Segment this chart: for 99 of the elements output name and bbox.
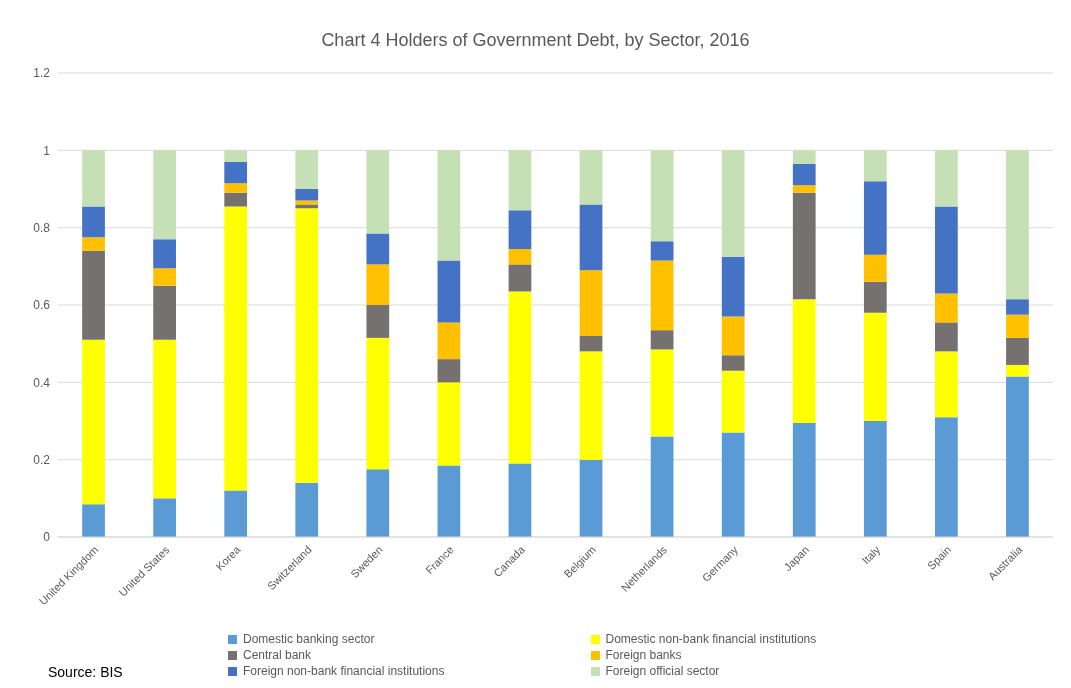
bar bbox=[792, 192, 816, 300]
bar bbox=[224, 490, 248, 537]
bar bbox=[1006, 376, 1029, 537]
legend-label: Foreign non-bank financial institutions bbox=[243, 664, 445, 678]
bar bbox=[863, 281, 887, 313]
bar bbox=[437, 150, 461, 261]
bar bbox=[153, 268, 176, 286]
bar bbox=[82, 237, 105, 251]
bar bbox=[721, 256, 745, 317]
chart-title: Chart 4 Holders of Government Debt, by Sector, 2016 bbox=[320, 30, 751, 51]
bar bbox=[792, 422, 816, 537]
bar bbox=[721, 432, 745, 537]
bar bbox=[650, 330, 674, 350]
bar bbox=[224, 183, 248, 193]
bar bbox=[295, 204, 319, 209]
bar bbox=[1006, 314, 1029, 338]
bar bbox=[935, 206, 958, 294]
y-tick-label: 0.4 bbox=[33, 375, 51, 390]
legend-label: Central bank bbox=[243, 648, 312, 662]
bar bbox=[863, 181, 887, 255]
bar bbox=[721, 355, 745, 371]
bar bbox=[82, 206, 105, 238]
y-tick-label: 1.2 bbox=[33, 66, 51, 81]
bar bbox=[82, 339, 105, 505]
bar bbox=[295, 150, 319, 189]
y-tick-label: 0.8 bbox=[33, 220, 51, 235]
bar bbox=[366, 150, 390, 234]
legend-label: Domestic banking sector bbox=[243, 632, 375, 646]
y-tick-label: 0.6 bbox=[33, 298, 51, 313]
bar bbox=[508, 291, 532, 464]
bar bbox=[579, 270, 603, 336]
bar bbox=[579, 351, 603, 460]
bar bbox=[508, 150, 532, 211]
bar bbox=[792, 299, 816, 423]
bar bbox=[935, 351, 958, 418]
bar bbox=[863, 254, 887, 282]
bar bbox=[153, 498, 176, 537]
bar bbox=[650, 260, 674, 331]
legend-label: Foreign official sector bbox=[605, 664, 720, 678]
bar bbox=[721, 316, 745, 356]
bar bbox=[579, 459, 603, 537]
bar bbox=[437, 359, 461, 383]
bar bbox=[579, 150, 603, 205]
bar bbox=[508, 248, 532, 265]
bar bbox=[366, 469, 390, 537]
bar bbox=[1006, 299, 1029, 315]
bar bbox=[437, 382, 461, 466]
bar bbox=[1006, 337, 1029, 365]
bar bbox=[295, 189, 319, 201]
x-tick-label: Italy bbox=[859, 543, 883, 567]
y-tick-label: 1 bbox=[43, 143, 51, 158]
bar bbox=[792, 185, 816, 193]
bar bbox=[579, 204, 603, 271]
legend-label: Domestic non-bank financial institutions bbox=[605, 632, 817, 646]
bar bbox=[224, 150, 248, 162]
bar bbox=[437, 322, 461, 360]
bar bbox=[224, 206, 248, 491]
bar bbox=[366, 264, 390, 305]
bar bbox=[437, 465, 461, 537]
bar bbox=[721, 370, 745, 433]
bar bbox=[792, 163, 816, 186]
bar bbox=[153, 285, 176, 340]
bar bbox=[650, 150, 674, 242]
bar bbox=[863, 312, 887, 421]
bar bbox=[366, 337, 390, 470]
y-tick-label: 0.2 bbox=[33, 452, 51, 467]
bar bbox=[650, 241, 674, 261]
bar bbox=[935, 322, 958, 352]
bar bbox=[935, 417, 958, 537]
bar bbox=[792, 150, 816, 164]
bar bbox=[366, 233, 390, 265]
legend-label: Foreign banks bbox=[605, 648, 682, 662]
bar bbox=[721, 150, 745, 257]
bar bbox=[863, 421, 887, 537]
bar bbox=[508, 264, 532, 292]
bar bbox=[224, 161, 248, 184]
bar bbox=[437, 260, 461, 323]
bar bbox=[863, 150, 887, 182]
bar bbox=[82, 504, 105, 537]
bar bbox=[1006, 150, 1029, 300]
bar bbox=[935, 150, 958, 207]
bar bbox=[153, 239, 176, 269]
bar bbox=[508, 210, 532, 249]
bar bbox=[1006, 364, 1029, 377]
bar bbox=[295, 208, 319, 483]
bar bbox=[153, 150, 176, 240]
source-note: Source: BIS bbox=[48, 664, 123, 680]
bar bbox=[579, 335, 603, 352]
bar bbox=[224, 192, 248, 207]
bar bbox=[82, 250, 105, 340]
bar bbox=[295, 482, 319, 537]
y-tick-label: 0 bbox=[43, 530, 51, 545]
bar bbox=[153, 339, 176, 499]
bar bbox=[366, 305, 390, 338]
bar bbox=[650, 349, 674, 437]
bar bbox=[935, 293, 958, 323]
bar bbox=[508, 463, 532, 537]
bar bbox=[82, 150, 105, 207]
bar bbox=[650, 436, 674, 537]
